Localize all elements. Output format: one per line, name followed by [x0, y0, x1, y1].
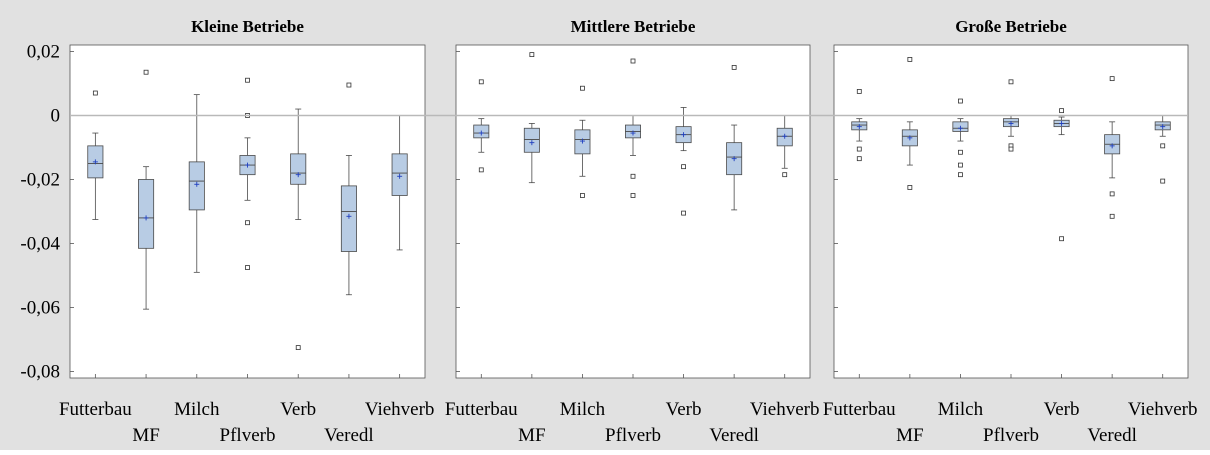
- outlier-point: [346, 82, 352, 88]
- box-viehverb: Viehverb: [365, 115, 435, 420]
- box-pflverb: Pflverb: [220, 77, 276, 446]
- outlier-point: [1059, 236, 1064, 242]
- x-tick-label: Verb: [1044, 399, 1080, 420]
- plot-area: [455, 44, 811, 379]
- box-milch: Milch: [938, 98, 984, 420]
- box-pflverb: Pflverb: [983, 79, 1039, 446]
- box-verb: Verb: [666, 107, 702, 420]
- panel-title: Mittlere Betriebe: [571, 17, 696, 36]
- box-futterbau: Futterbau: [59, 90, 132, 420]
- outlier-point: [958, 172, 963, 178]
- outlier-point: [630, 193, 636, 198]
- x-tick-label: Futterbau: [823, 399, 896, 420]
- outlier-point: [1109, 213, 1115, 219]
- x-tick-label: Viehverb: [1128, 399, 1198, 420]
- y-tick-label: 0: [51, 105, 61, 126]
- x-tick-label: Viehverb: [750, 399, 820, 420]
- box-mf: MF: [518, 52, 546, 446]
- y-tick-label: -0,06: [20, 298, 60, 319]
- x-tick-label: Pflverb: [220, 425, 276, 446]
- outlier-point: [630, 58, 636, 64]
- outlier-point: [681, 210, 686, 216]
- x-tick-label: Milch: [938, 399, 984, 420]
- plot-area: [833, 44, 1189, 379]
- outlier-point: [1160, 178, 1166, 184]
- outlier-point: [1160, 143, 1166, 149]
- outlier-point: [731, 65, 737, 70]
- x-tick-label: Pflverb: [983, 425, 1039, 446]
- box-milch: Milch: [174, 94, 220, 420]
- box-futterbau: Futterbau: [445, 79, 518, 420]
- x-tick-label: Viehverb: [365, 399, 435, 420]
- x-tick-label: Futterbau: [59, 399, 132, 420]
- outlier-point: [630, 173, 636, 179]
- y-tick-label: 0,02: [27, 41, 60, 62]
- outlier-point: [907, 185, 913, 190]
- outlier-point: [856, 156, 862, 162]
- outlier-point: [295, 345, 301, 350]
- outlier-point: [478, 79, 484, 85]
- outlier-point: [1008, 79, 1014, 85]
- x-tick-label: Verb: [666, 399, 702, 420]
- outlier-point: [681, 164, 686, 170]
- x-tick-label: Veredl: [709, 425, 759, 446]
- box-milch: Milch: [560, 85, 606, 420]
- x-tick-label: Pflverb: [605, 425, 661, 446]
- outlier-point: [856, 89, 862, 94]
- outlier-point: [478, 167, 484, 173]
- outlier-point: [245, 77, 250, 83]
- box-veredl: Veredl: [324, 82, 374, 446]
- outlier-point: [245, 220, 250, 226]
- box-verb: Verb: [280, 108, 316, 420]
- x-tick-label: Futterbau: [445, 399, 518, 420]
- x-tick-label: MF: [132, 425, 159, 446]
- box-futterbau: Futterbau: [823, 89, 896, 420]
- x-tick-label: Veredl: [1087, 425, 1137, 446]
- y-tick-label: -0,08: [20, 362, 60, 383]
- box-mf: MF: [132, 69, 160, 446]
- box-mf: MF: [896, 57, 924, 446]
- panel-title: Große Betriebe: [955, 17, 1067, 36]
- outlier-point: [529, 52, 535, 58]
- panel-3: Große BetriebeFutterbauMFMilchPflverbVer…: [823, 17, 1198, 446]
- outlier-point: [782, 172, 788, 178]
- outlier-point: [1109, 76, 1115, 82]
- outlier-point: [1059, 108, 1064, 114]
- box-iqr: [290, 153, 307, 185]
- box-verb: Verb: [1044, 108, 1080, 420]
- outlier-point: [1008, 146, 1014, 152]
- outlier-point: [958, 149, 963, 155]
- outlier-point: [907, 57, 913, 62]
- panel-1: Kleine BetriebeFutterbauMFMilchPflverbVe…: [59, 17, 434, 446]
- x-tick-label: MF: [518, 425, 545, 446]
- outlier-point: [580, 85, 585, 91]
- outlier-point: [1109, 191, 1115, 197]
- panel-title: Kleine Betriebe: [191, 17, 304, 36]
- plot-area: [69, 44, 426, 379]
- outlier-point: [580, 193, 585, 198]
- x-tick-label: Milch: [174, 399, 220, 420]
- box-viehverb: Viehverb: [750, 115, 820, 420]
- outlier-point: [92, 90, 98, 96]
- x-tick-label: MF: [896, 425, 923, 446]
- y-tick-label: -0,02: [20, 169, 60, 190]
- y-tick-label: -0,04: [20, 234, 60, 255]
- outlier-point: [245, 265, 250, 270]
- outlier-point: [143, 69, 149, 75]
- x-tick-label: Milch: [560, 399, 606, 420]
- x-tick-label: Verb: [280, 399, 316, 420]
- outlier-point: [856, 146, 862, 152]
- x-tick-label: Veredl: [324, 425, 374, 446]
- outlier-point: [958, 162, 963, 168]
- box-veredl: Veredl: [1087, 76, 1137, 446]
- outlier-point: [958, 98, 963, 104]
- box-pflverb: Pflverb: [605, 58, 661, 446]
- box-iqr: [138, 179, 155, 249]
- box-veredl: Veredl: [709, 65, 759, 446]
